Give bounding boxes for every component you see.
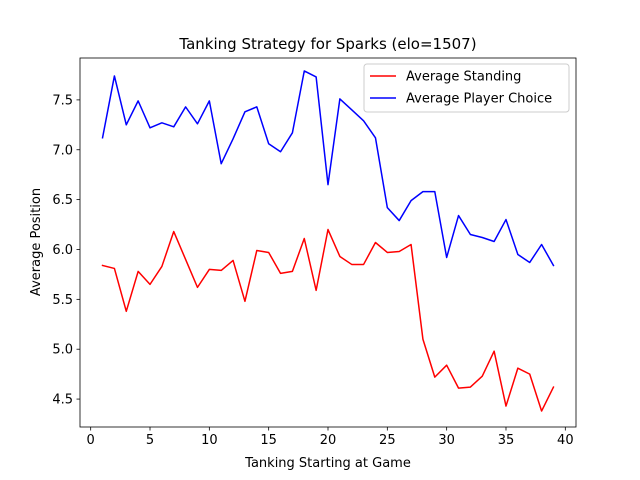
series-line-0 — [101, 228, 555, 412]
legend: Average Standing Average Player Choice — [363, 63, 570, 113]
axes-frame — [79, 57, 577, 428]
y-axis-label: Average Position — [29, 188, 44, 296]
legend-box — [363, 63, 570, 113]
legend-label-0: Average Standing — [406, 70, 521, 85]
x-tick-label: 20 — [320, 433, 337, 448]
y-tick-label: 4.5 — [52, 393, 73, 408]
chart-title: Tanking Strategy for Sparks (elo=1507) — [178, 35, 476, 53]
y-tick-label: 5.0 — [52, 343, 73, 358]
x-tick-label: 35 — [498, 433, 515, 448]
x-tick-label: 15 — [260, 433, 277, 448]
y-tick-label: 7.5 — [52, 93, 73, 108]
x-tick-label: 10 — [201, 433, 218, 448]
x-tick-label: 5 — [146, 433, 154, 448]
x-tick-label: 0 — [87, 433, 95, 448]
axes: 0 5 10 15 20 25 30 35 40 4.5 5.0 5.5 6.0 6.5 7.0 7.5 — [52, 57, 577, 448]
x-tick-label: 25 — [379, 433, 396, 448]
plot-area — [101, 70, 555, 412]
y-tick-label: 7.0 — [52, 143, 73, 158]
legend-label-1: Average Player Choice — [406, 92, 552, 107]
x-tick-label: 30 — [438, 433, 455, 448]
x-axis-label: Tanking Starting at Game — [244, 456, 411, 471]
series-line-1 — [101, 70, 555, 267]
y-tick-label: 5.5 — [52, 293, 73, 308]
x-tick-label: 40 — [557, 433, 574, 448]
y-tick-label: 6.0 — [52, 243, 73, 258]
y-tick-label: 6.5 — [52, 193, 73, 208]
